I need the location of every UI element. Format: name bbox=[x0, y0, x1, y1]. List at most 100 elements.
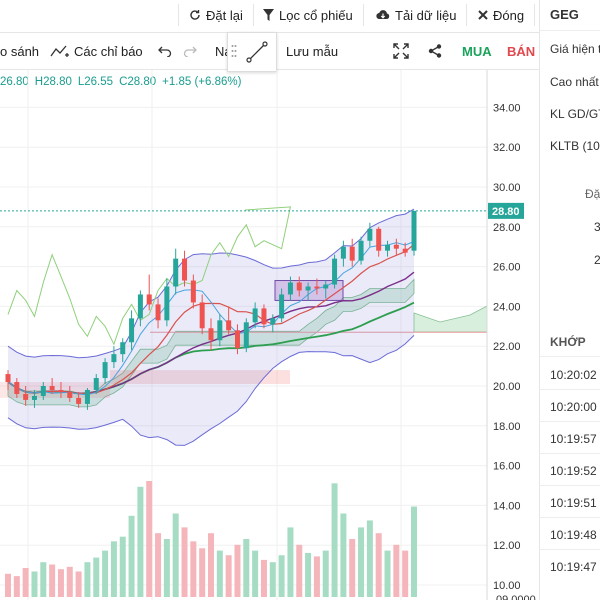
candle-body bbox=[67, 391, 73, 398]
candle-body bbox=[411, 210, 417, 251]
volume-bar bbox=[163, 539, 170, 597]
panel-separator bbox=[540, 356, 600, 357]
compare-label: o sánh bbox=[0, 43, 40, 59]
reset-button[interactable]: Đặt lại bbox=[178, 4, 254, 26]
candle-body bbox=[93, 378, 99, 390]
volume-bar bbox=[269, 562, 276, 597]
candle-body bbox=[349, 246, 355, 261]
save-template-button[interactable]: Lưu mẫu bbox=[286, 33, 338, 69]
ohlc-legend: 26.80 H28.80 L26.55 C28.80 +1.85 (+6.86%) bbox=[0, 76, 247, 88]
price-tick-label: 14.00 bbox=[493, 500, 521, 512]
volume-bar bbox=[110, 541, 117, 597]
undo-button[interactable] bbox=[158, 33, 172, 69]
ohlc-change: +1.85 (+6.86%) bbox=[162, 76, 242, 88]
save-template-label: Lưu mẫu bbox=[286, 43, 339, 59]
price-tick-label: 26.00 bbox=[493, 262, 521, 274]
volume-bar bbox=[49, 564, 56, 597]
price-tick-label: 32.00 bbox=[493, 142, 521, 154]
candle-body bbox=[340, 246, 346, 259]
candle-body bbox=[190, 280, 196, 303]
candle-body bbox=[40, 386, 46, 396]
close-icon bbox=[478, 10, 488, 20]
candle-body bbox=[287, 282, 293, 295]
sell-label: BÁN bbox=[507, 43, 536, 59]
ticker-symbol: GEG bbox=[550, 7, 579, 22]
download-label: Tải dữ liệu bbox=[395, 7, 457, 23]
candle-body bbox=[199, 302, 205, 329]
price-tick-label: 20.00 bbox=[493, 381, 521, 393]
compare-button[interactable]: o sánh bbox=[0, 33, 39, 69]
candle-body bbox=[252, 308, 258, 323]
volume-bar bbox=[287, 527, 294, 597]
redo-button[interactable] bbox=[183, 33, 197, 69]
match-time: 10:20:02 bbox=[550, 368, 597, 382]
volume-bar bbox=[5, 573, 11, 597]
volume-bar bbox=[22, 568, 29, 597]
panel-separator bbox=[540, 30, 600, 31]
ohlc-low: L26.55 bbox=[77, 76, 114, 88]
volume-bar bbox=[75, 571, 82, 597]
cloud-download-icon bbox=[376, 10, 390, 20]
fullscreen-button[interactable] bbox=[393, 33, 409, 69]
candle-body bbox=[358, 240, 364, 261]
candle-body bbox=[111, 354, 117, 363]
avg-volume-label: KLTB (10 bbox=[550, 139, 600, 153]
ma-blue-line bbox=[7, 241, 415, 396]
candle-body bbox=[323, 284, 329, 289]
candle-body bbox=[164, 286, 170, 321]
row-separator bbox=[540, 389, 600, 390]
volume-bar bbox=[278, 555, 285, 597]
current-price-badge bbox=[488, 202, 524, 219]
volume-bar bbox=[331, 483, 338, 597]
candle-body bbox=[155, 304, 161, 321]
indicator-chart-icon bbox=[50, 45, 69, 57]
volume-bar bbox=[234, 544, 241, 597]
volume-bar bbox=[199, 548, 206, 597]
row-separator bbox=[540, 517, 600, 518]
share-button[interactable] bbox=[428, 33, 442, 69]
lagging-span-line bbox=[7, 206, 292, 346]
candle-body bbox=[120, 342, 126, 355]
close-button[interactable]: Đóng bbox=[468, 4, 536, 26]
buy-button[interactable]: MUA bbox=[462, 33, 492, 69]
volume-bars bbox=[5, 481, 417, 597]
volume-bar bbox=[402, 550, 409, 597]
support-zone bbox=[110, 370, 290, 385]
candle-body bbox=[173, 258, 179, 287]
current-price-label: Giá hiện t bbox=[550, 42, 600, 56]
volume-bar bbox=[93, 557, 100, 597]
price-tick-label: 28.00 bbox=[493, 222, 521, 234]
share-icon bbox=[428, 44, 442, 58]
volume-bar bbox=[66, 566, 73, 597]
volume-bar bbox=[57, 569, 64, 597]
volume-bar bbox=[349, 539, 356, 597]
match-time: 10:19:51 bbox=[550, 496, 597, 510]
volume-bar bbox=[181, 527, 188, 597]
download-data-button[interactable]: Tải dữ liệu bbox=[366, 4, 468, 26]
price-tick-label: 12.00 bbox=[493, 540, 521, 552]
candle-body bbox=[58, 389, 64, 392]
price-tick-label: 10.00 bbox=[493, 580, 521, 592]
price-chart[interactable]: 34.00 32.00 30.00 28.00 26.00 24.00 22.00 20.00… bbox=[0, 70, 539, 600]
volume-bar bbox=[340, 513, 347, 597]
indicators-button[interactable]: Các chỉ báo bbox=[50, 33, 143, 69]
fullscreen-icon bbox=[393, 43, 409, 59]
candle-body bbox=[129, 318, 135, 343]
candle-body bbox=[332, 258, 338, 285]
candle-body bbox=[305, 286, 311, 291]
draw-line-tool[interactable] bbox=[227, 32, 277, 72]
volume-bar bbox=[296, 544, 303, 597]
candle-body bbox=[367, 228, 373, 241]
sell-button[interactable]: BÁN bbox=[507, 33, 535, 69]
filter-stocks-button[interactable]: Lọc cổ phiếu bbox=[253, 4, 364, 26]
current-price-label: 28.80 bbox=[492, 206, 520, 218]
ichimoku-future bbox=[413, 305, 488, 333]
volume-bar bbox=[260, 559, 267, 597]
volume-bar bbox=[13, 576, 20, 597]
candle-body bbox=[279, 294, 285, 319]
volume-bar bbox=[358, 527, 365, 597]
volume-bar bbox=[190, 541, 197, 597]
matched-header: KHỚP bbox=[550, 335, 586, 349]
redo-icon bbox=[183, 46, 197, 57]
candle-body bbox=[102, 362, 108, 379]
